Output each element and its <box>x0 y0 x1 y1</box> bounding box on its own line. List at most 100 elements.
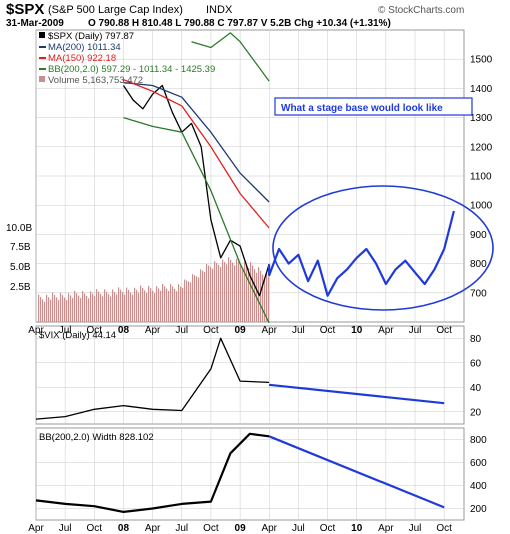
volume-bar <box>58 299 60 322</box>
volume-bar <box>42 299 44 322</box>
projection-line <box>268 210 455 297</box>
volume-bar <box>198 277 200 322</box>
y-tick-label: 400 <box>470 481 487 492</box>
legend-swatch-spx <box>39 32 45 38</box>
x-tick-label-lower: Apr <box>378 523 394 534</box>
x-tick-label-lower: Apr <box>145 523 161 534</box>
volume-bar <box>214 261 216 322</box>
volume-bar <box>262 274 264 322</box>
y-tick-label: 20 <box>470 407 482 418</box>
volume-bar <box>160 290 162 322</box>
x-tick-label-lower: Jul <box>292 523 305 534</box>
price-legend: $SPX (Daily) 797.87 MA(200) 1011.34 MA(1… <box>39 31 215 86</box>
volume-bar <box>126 287 128 322</box>
x-tick-label-upper: Oct <box>87 325 103 336</box>
volume-bar <box>110 296 112 322</box>
symbol: $SPX <box>6 1 44 18</box>
volume-bar <box>208 265 210 322</box>
volume-bar <box>190 282 192 322</box>
x-tick-label-lower: Oct <box>320 523 336 534</box>
volume-bar <box>174 288 176 322</box>
volume-bar <box>54 295 56 322</box>
volume-bar <box>146 292 148 322</box>
symbol-name: (S&P 500 Large Cap Index) <box>48 4 183 16</box>
volume-bar <box>212 268 214 322</box>
ohlc-readout: O 790.88 H 810.48 L 790.88 C 797.87 V 5.… <box>88 18 391 29</box>
volume-bar <box>242 267 244 322</box>
y-tick-label: 600 <box>470 458 487 469</box>
volume-bar <box>186 280 188 322</box>
x-tick-label-upper: Apr <box>261 325 277 336</box>
volume-bar <box>56 297 58 322</box>
volume-bar <box>114 291 116 322</box>
y-tick-label: 800 <box>470 259 487 270</box>
volume-bar <box>68 293 70 322</box>
volume-bar <box>178 284 180 322</box>
volume-bar <box>204 271 206 322</box>
volume-bar <box>116 294 118 322</box>
legend-volume: Volume 5,163,753,472 <box>48 75 143 86</box>
y-tick-label: 1000 <box>470 201 493 212</box>
series-line <box>35 337 270 420</box>
volume-bar <box>40 297 42 322</box>
volume-bar <box>244 261 246 322</box>
volume-bar <box>60 292 62 322</box>
volume-bar <box>96 289 98 322</box>
volume-bar <box>148 285 150 322</box>
x-tick-label-lower: Oct <box>436 523 452 534</box>
volume-bar <box>172 286 174 322</box>
y-tick-label: 60 <box>470 358 482 369</box>
volume-bar <box>64 297 66 322</box>
volume-bar <box>162 283 164 322</box>
x-tick-label-upper: Jul <box>409 325 422 336</box>
y-tick-label: 1200 <box>470 142 493 153</box>
y-tick-label: 40 <box>470 383 482 394</box>
legend-ma150: MA(150) 922.18 <box>48 53 116 64</box>
legend-swatch-volume <box>39 76 45 82</box>
volume-tick-5b: 5.0B <box>10 262 31 273</box>
projection-line <box>268 435 445 509</box>
volume-bar <box>216 262 218 322</box>
y-tick-label: 800 <box>470 435 487 446</box>
vix-legend: $VIX (Daily) 44.14 <box>39 330 116 341</box>
x-tick-label-upper: 10 <box>351 325 363 336</box>
volume-bar <box>222 259 224 322</box>
annotation-text: What a stage base would look like <box>281 103 443 114</box>
legend-bb: BB(200,2.0) 597.29 - 1011.34 - 1425.39 <box>48 64 215 75</box>
volume-bar <box>194 275 196 322</box>
volume-bar <box>136 290 138 322</box>
x-tick-label-upper: Apr <box>378 325 394 336</box>
volume-bar <box>90 291 92 322</box>
volume-bar <box>196 276 198 322</box>
volume-bar <box>200 269 202 322</box>
volume-bar <box>164 286 166 322</box>
volume-bar <box>232 262 234 322</box>
volume-bar <box>224 261 226 322</box>
volume-bar <box>184 279 186 322</box>
volume-bar <box>118 287 120 322</box>
y-tick-label: 1300 <box>470 113 493 124</box>
x-tick-label-upper: Apr <box>145 325 161 336</box>
exchange: INDX <box>206 4 233 16</box>
volume-bar <box>264 278 266 322</box>
volume-bar <box>94 296 96 322</box>
volume-bar <box>206 264 208 322</box>
x-tick-label-upper: Apr <box>28 325 44 336</box>
volume-bar <box>234 265 236 322</box>
series-line <box>123 116 270 324</box>
x-tick-label-lower: Apr <box>28 523 44 534</box>
volume-bar <box>154 292 156 322</box>
volume-bar <box>102 296 104 322</box>
volume-bar <box>100 293 102 322</box>
volume-bar <box>238 261 240 322</box>
y-tick-label: 80 <box>470 334 482 345</box>
volume-bar <box>86 295 88 322</box>
volume-bar <box>98 291 100 322</box>
volume-bar <box>210 267 212 322</box>
volume-bar <box>142 287 144 322</box>
volume-bar <box>48 297 50 322</box>
y-tick-label: 1400 <box>470 84 493 95</box>
volume-bar <box>152 290 154 322</box>
x-tick-label-lower: Jul <box>59 523 72 534</box>
x-tick-label-lower: Oct <box>87 523 103 534</box>
